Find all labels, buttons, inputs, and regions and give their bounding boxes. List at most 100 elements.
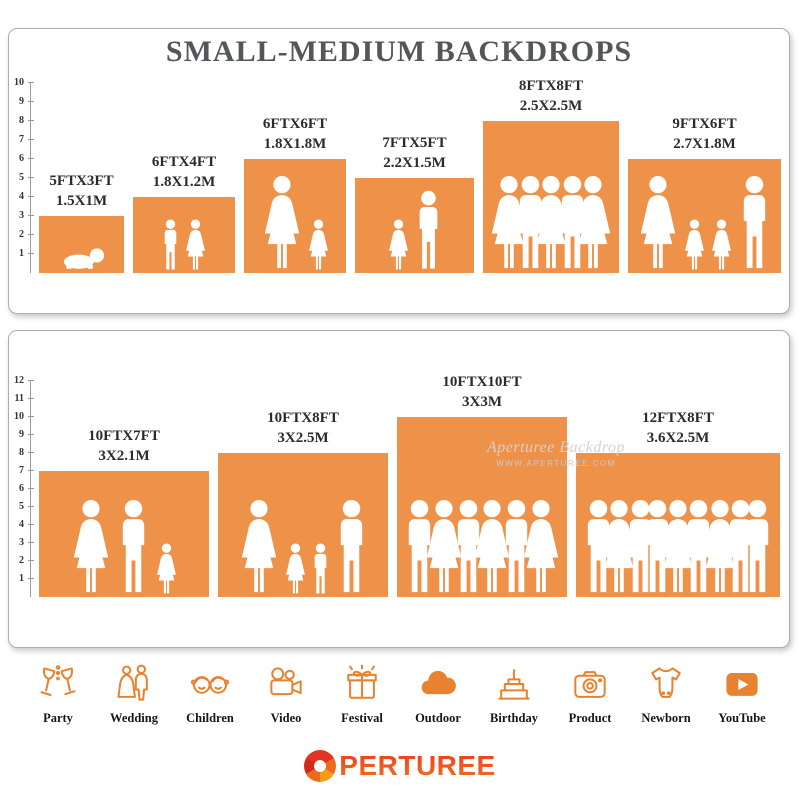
ruler-tick-mark: [28, 82, 34, 83]
backdrop-m-label: 1.8X1.2M: [152, 173, 216, 190]
people-silhouettes: [39, 243, 124, 271]
panel-small-medium-top: SMALL-MEDIUM BACKDROPS 1 2 3 4 5 6 7 8 9 10 5FTX3…: [8, 28, 790, 314]
backdrop-m-label: 1.8X1.8M: [263, 135, 327, 152]
watermark-url: WWW.APERTUREE.COM: [496, 459, 616, 468]
ruler-tick-9: 9: [19, 429, 24, 440]
backdrop-ft-label: 12FTX8FT: [642, 410, 714, 426]
ruler-tick-10: 10: [14, 411, 24, 422]
backdrop-rect: [355, 178, 474, 273]
ruler-top: 1 2 3 4 5 6 7 8 9 10: [14, 78, 34, 273]
ruler-tick-mark: [28, 434, 34, 435]
man-silhouette: [587, 499, 610, 593]
baby-silhouette: [63, 248, 104, 269]
chart-row-bottom: 10FTX7FT 3X2.1M 10FTX8FT 3X2.5M 10FTX10FT 3X3…: [39, 373, 780, 597]
backdrop-7ftx5ft: 7FTX5FT 2.2X1.5M: [355, 134, 474, 273]
ruler-tick-mark: [28, 452, 34, 453]
ruler-tick-8: 8: [19, 447, 24, 458]
ruler-tick-3: 3: [19, 537, 24, 548]
ruler-tick-mark: [28, 101, 34, 102]
category-label: Video: [270, 711, 302, 725]
people-silhouettes: [133, 219, 235, 271]
category-wedding: Wedding: [98, 662, 170, 726]
backdrop-ft-label: 10FTX10FT: [442, 374, 522, 390]
category-label: Outdoor: [415, 711, 461, 725]
ruler-tick-11: 11: [14, 393, 24, 404]
ruler-tick-mark: [28, 380, 34, 381]
ruler-tick-mark: [28, 196, 34, 197]
ruler-tick-2: 2: [19, 555, 24, 566]
man-silhouette: [729, 499, 751, 593]
category-festival: Festival: [326, 662, 398, 726]
woman-silhouette: [702, 499, 737, 593]
watermark: Aperturee Backdrop WWW.APERTUREE.COM: [461, 439, 651, 468]
man-silhouette: [457, 499, 479, 593]
ruler-bottom: 1 2 3 4 5 6 7 8 9 10 11 12: [14, 376, 34, 597]
backdrop-rect: [397, 417, 567, 597]
man-silhouette: [506, 499, 528, 593]
backdrop-9ftx6ft: 9FTX6FT 2.7X1.8M: [628, 115, 781, 273]
ruler-tick-mark: [28, 506, 34, 507]
backdrop-m-label: 3X2.5M: [277, 429, 329, 446]
newborn-icon: [651, 667, 681, 698]
chart-row-top: 5FTX3FT 1.5X1M 6FTX4FT 1.8X1.2M 6FTX6FT 1.8X1…: [39, 77, 781, 273]
category-newborn: Newborn: [630, 662, 702, 726]
ruler-tick-mark: [28, 215, 34, 216]
boy-silhouette: [164, 219, 177, 270]
category-row: Party Wedding Children Video Festival Outdoor…: [22, 662, 778, 726]
backdrop-rect: [244, 159, 346, 273]
outdoor-icon: [421, 670, 456, 695]
wedding-icon: [117, 664, 148, 701]
backdrop-8ftx8ft: 8FTX8FT 2.5X2.5M: [483, 77, 619, 273]
backdrop-size-label: 6FTX4FT 1.8X1.2M: [152, 153, 216, 192]
category-video: Video: [250, 662, 322, 726]
category-birthday: Birthday: [478, 662, 550, 726]
backdrop-6ftx6ft: 6FTX6FT 1.8X1.8M: [244, 115, 346, 273]
people-silhouettes: [218, 499, 388, 595]
man-silhouette: [743, 175, 766, 269]
backdrop-10ftx8ft: 10FTX8FT 3X2.5M: [218, 409, 388, 597]
backdrop-m-label: 3X2.1M: [98, 447, 150, 464]
category-label: Party: [43, 711, 73, 725]
birthday-icon: [498, 669, 530, 700]
ruler-tick-mark: [28, 120, 34, 121]
ruler-tick-mark: [28, 578, 34, 579]
backdrop-10ftx10ft: 10FTX10FT 3X3M: [397, 373, 567, 597]
people-silhouettes: [39, 499, 209, 595]
category-label: YouTube: [718, 711, 766, 725]
man-silhouette: [561, 175, 583, 269]
backdrop-size-label: 9FTX6FT 2.7X1.8M: [672, 115, 736, 154]
ruler-tick-5: 5: [19, 172, 24, 183]
man-silhouette: [629, 499, 651, 593]
backdrop-size-label: 10FTX7FT 3X2.1M: [88, 427, 160, 466]
ruler-tick-mark: [28, 416, 34, 417]
girl-silhouette: [157, 543, 176, 594]
backdrop-ft-label: 6FTX6FT: [262, 116, 328, 132]
girl-silhouette: [308, 219, 328, 270]
aperture-icon: [304, 750, 337, 782]
girl-silhouette: [712, 219, 731, 270]
backdrop-m-label: 3.6X2.5M: [646, 429, 710, 446]
woman-silhouette: [426, 499, 461, 593]
man-silhouette: [688, 499, 710, 593]
man-silhouette: [122, 499, 145, 593]
woman-silhouette: [640, 175, 676, 269]
category-label: Festival: [341, 711, 383, 725]
backdrop-m-label: 1.5X1M: [55, 192, 108, 209]
ruler-tick-mark: [28, 253, 34, 254]
children-icon: [190, 676, 230, 694]
ruler-tick-12: 12: [14, 375, 24, 386]
ruler-tick-mark: [28, 158, 34, 159]
video-icon: [270, 667, 302, 696]
man-silhouette: [408, 499, 431, 593]
backdrop-size-label: 10FTX10FT 3X3M: [442, 373, 521, 412]
backdrop-ft-label: 8FTX8FT: [518, 78, 584, 94]
backdrop-rect: [39, 471, 209, 597]
category-label: Birthday: [490, 711, 538, 725]
woman-silhouette: [523, 499, 559, 593]
woman-silhouette: [73, 499, 109, 593]
ruler-tick-6: 6: [19, 153, 24, 164]
ruler-tick-1: 1: [19, 573, 24, 584]
backdrop-m-label: 2.7X1.8M: [673, 135, 736, 152]
woman-silhouette: [575, 175, 611, 269]
